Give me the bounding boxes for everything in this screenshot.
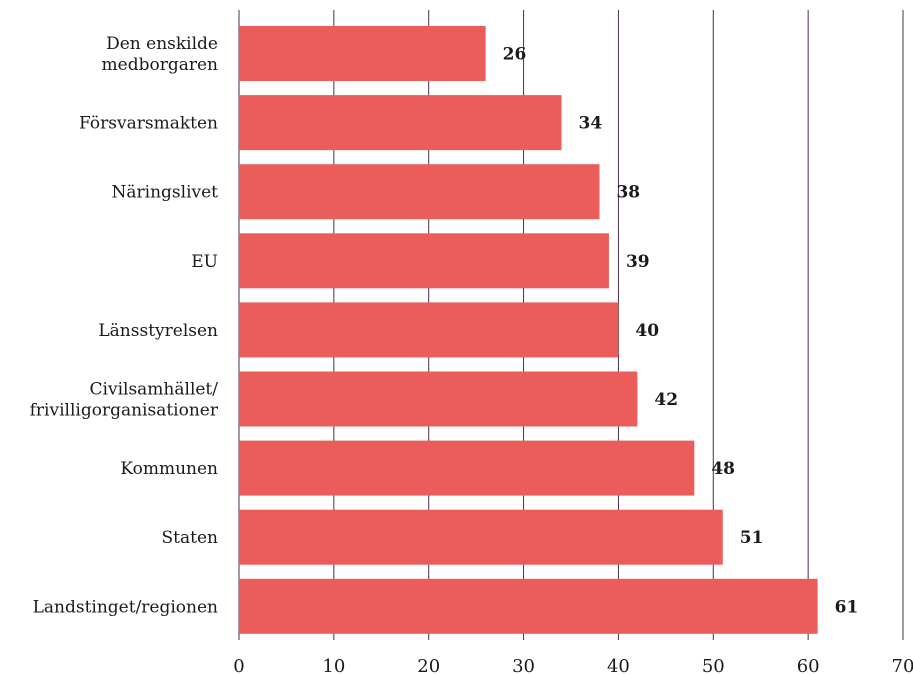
bar-value-label-7: 51 [740,528,764,548]
bars [239,26,818,634]
category-label-8: Landstinget/regionen [33,597,218,617]
bar-7 [239,509,723,565]
x-tick-label-20: 20 [417,656,440,675]
category-label-6: Kommunen [120,459,218,479]
bar-8 [239,578,818,634]
category-label-2: Näringslivet [112,183,219,203]
category-label-1: Försvarsmakten [79,114,218,134]
bar-4 [239,302,619,358]
bar-value-label-5: 42 [654,390,678,410]
category-label-3: EU [191,252,218,272]
bar-5 [239,371,638,427]
x-tick-label-40: 40 [607,656,630,675]
value-labels: 26 34 38 39 40 42 48 51 61 [503,45,859,618]
category-labels: Den enskilde medborgaren Försvarsmakten När… [30,34,219,617]
x-tick-label-10: 10 [322,656,345,675]
bar-1 [239,95,562,151]
bar-value-label-0: 26 [503,45,527,65]
x-tick-label-30: 30 [512,656,535,675]
bar-0 [239,26,486,81]
x-tick-label-50: 50 [702,656,725,675]
bar-6 [239,440,695,496]
bar-value-label-3: 39 [626,252,650,272]
bar-3 [239,233,609,289]
x-axis-tick-labels: 0 10 20 30 40 50 60 70 [233,656,913,675]
category-label-4: Länsstyrelsen [98,321,218,341]
bar-value-label-4: 40 [635,321,659,341]
category-label-0: Den enskilde medborgaren [102,34,219,75]
category-label-7: Staten [162,528,219,548]
bar-value-label-8: 61 [835,597,859,617]
x-tick-label-0: 0 [233,656,244,675]
bar-value-label-6: 48 [711,459,735,479]
bar-2 [239,164,600,220]
category-label-5: Civilsamhället/frivilligorganisationer [30,380,219,421]
bar-value-label-2: 38 [616,183,640,203]
x-tick-label-60: 60 [797,656,820,675]
x-tick-label-70: 70 [892,656,913,675]
bar-value-label-1: 34 [579,114,603,134]
